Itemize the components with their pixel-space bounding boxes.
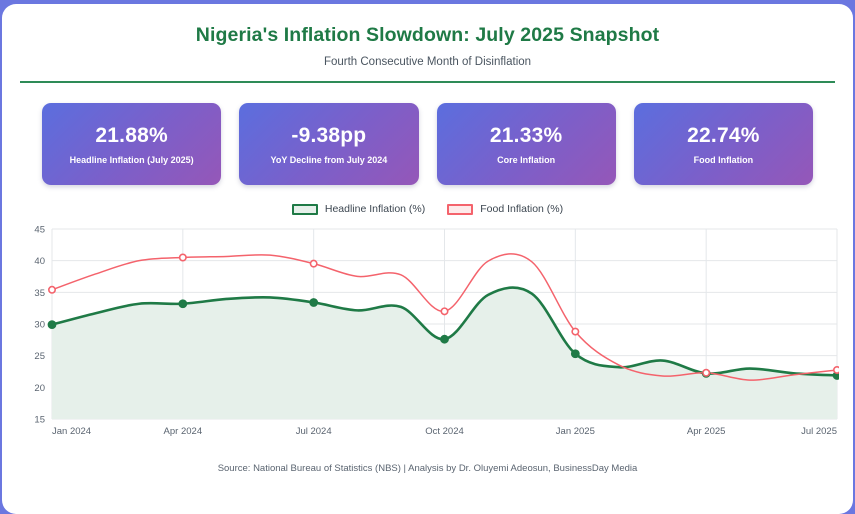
kpi-value: 21.88% xyxy=(95,123,168,147)
legend-swatch-icon xyxy=(291,203,318,215)
chart-series-areas xyxy=(52,287,837,419)
chart-source-note: Source: National Bureau of Statistics (N… xyxy=(217,463,638,474)
legend-label: Food Inflation (%) xyxy=(480,203,564,215)
kpi-label: Headline Inflation (July 2025) xyxy=(69,154,194,165)
legend-swatch-icon xyxy=(447,203,474,215)
svg-text:Jan 2025: Jan 2025 xyxy=(556,426,595,437)
dashboard-card: Nigeria's Inflation Slowdown: July 2025 … xyxy=(2,4,853,514)
kpi-card-food-inflation[interactable]: 22.74% Food Inflation xyxy=(633,103,813,185)
header-divider xyxy=(20,81,835,83)
svg-text:25: 25 xyxy=(34,351,45,362)
page-title: Nigeria's Inflation Slowdown: July 2025 … xyxy=(195,24,660,46)
svg-text:Jul 2025: Jul 2025 xyxy=(801,426,837,437)
chart-legend: Headline Inflation (%) Food Inflation (%… xyxy=(2,203,853,215)
kpi-card-headline-inflation[interactable]: 21.88% Headline Inflation (July 2025) xyxy=(42,103,222,185)
svg-text:35: 35 xyxy=(34,288,45,299)
chart-xaxis-labels: Jan 2024 Apr 2024 Jul 2024 Oct 2024 Jan 2025… xyxy=(52,426,837,437)
kpi-label: Core Inflation xyxy=(497,154,556,165)
svg-text:45: 45 xyxy=(34,225,45,236)
kpi-label: YoY Decline from July 2024 xyxy=(270,154,388,165)
kpi-label: Food Inflation xyxy=(693,154,754,165)
kpi-card-core-inflation[interactable]: 21.33% Core Inflation xyxy=(436,103,616,185)
svg-text:20: 20 xyxy=(34,383,45,394)
legend-item-food-inflation[interactable]: Food Inflation (%) xyxy=(447,203,563,215)
svg-text:15: 15 xyxy=(34,415,45,426)
chart-yaxis-labels: 15 20 25 30 35 40 45 xyxy=(34,225,45,426)
svg-text:Apr 2025: Apr 2025 xyxy=(687,426,726,437)
svg-text:40: 40 xyxy=(34,256,45,267)
chart-svg: 15 20 25 30 35 40 45 Jan 2024 Apr 2024 Jul 2024 O… xyxy=(34,225,839,437)
kpi-value: -9.38pp xyxy=(291,123,367,147)
legend-label: Headline Inflation (%) xyxy=(324,203,426,215)
inflation-line-chart[interactable]: 15 20 25 30 35 40 45 Jan 2024 Apr 2024 Jul 2024 O… xyxy=(20,221,839,443)
kpi-value: 21.33% xyxy=(489,123,563,147)
page-subtitle: Fourth Consecutive Month of Disinflation xyxy=(323,56,532,68)
svg-text:Apr 2024: Apr 2024 xyxy=(164,426,203,437)
chart-series-markers xyxy=(47,253,839,380)
kpi-value: 22.74% xyxy=(687,123,760,147)
svg-text:30: 30 xyxy=(34,320,45,331)
kpi-card-yoy-decline[interactable]: -9.38pp YoY Decline from July 2024 xyxy=(239,103,419,185)
svg-text:Oct 2024: Oct 2024 xyxy=(425,426,464,437)
header: Nigeria's Inflation Slowdown: July 2025 … xyxy=(2,4,853,83)
legend-item-headline-inflation[interactable]: Headline Inflation (%) xyxy=(291,203,426,215)
svg-text:Jan 2024: Jan 2024 xyxy=(52,426,91,437)
svg-text:Jul 2024: Jul 2024 xyxy=(296,426,332,437)
kpi-row: 21.88% Headline Inflation (July 2025) -9… xyxy=(2,83,853,185)
